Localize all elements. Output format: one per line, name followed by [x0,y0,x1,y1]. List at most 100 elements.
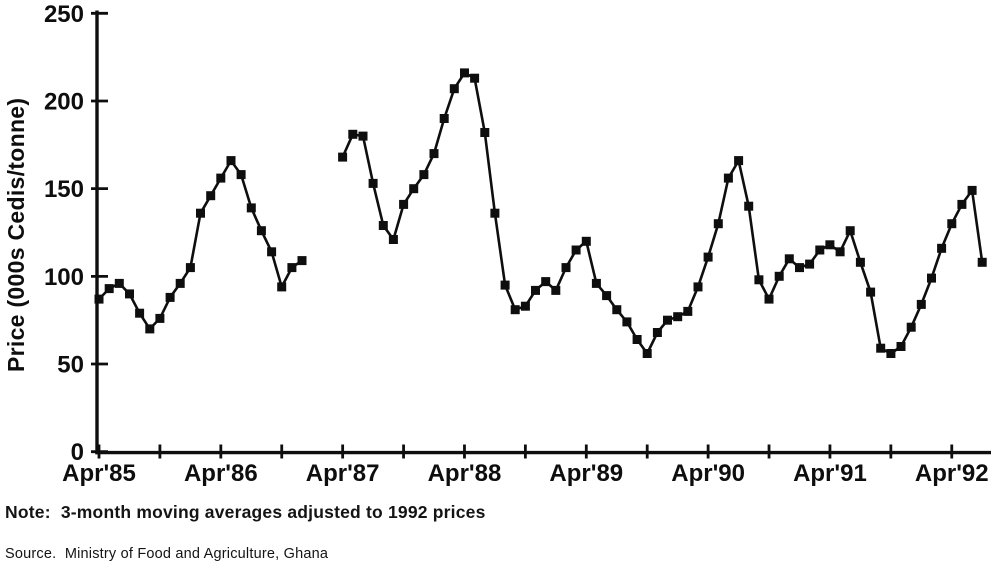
y-tick-label: 100 [44,264,84,291]
data-point-marker [571,245,581,255]
note-text: Note: 3-month moving averages adjusted t… [5,502,486,522]
price-line-chart: 0 50 100 150 200 250 Apr'85 Apr'86 Apr'87 Apr'88 A… [44,1,991,487]
data-point-marker [531,285,540,295]
y-tick-label: 250 [44,1,84,28]
y-tick-label: 150 [44,176,84,203]
data-point-marker [460,68,469,78]
data-point-marker [500,280,510,290]
x-tick-label: Apr'85 [62,460,136,487]
data-point-marker [378,221,388,230]
data-point-marker [947,219,957,229]
data-point-marker [693,282,703,292]
data-point-marker [663,315,672,325]
data-point-marker [632,335,642,344]
data-point-marker [967,185,977,195]
price-line-segment [97,159,304,331]
data-point-marker [906,322,916,332]
data-point-marker [957,199,967,209]
data-point-marker [622,317,632,327]
data-point-marker [236,170,246,180]
data-point-marker [409,184,419,194]
data-point-marker [927,273,936,283]
data-point-marker [723,173,733,183]
data-point-marker [277,282,287,292]
data-point-marker [795,263,804,273]
data-point-marker [784,254,794,264]
data-point-marker [713,219,723,229]
data-point-marker [876,343,886,353]
data-point-marker [825,240,835,250]
y-tick-label: 50 [57,352,84,379]
data-point-marker [977,257,987,267]
data-point-marker [256,226,266,236]
source-text: Source. Ministry of Food and Agriculture… [5,546,329,562]
data-point-marker [94,294,104,304]
data-point-marker [135,308,145,318]
data-point-marker [358,131,368,141]
data-point-marker [185,263,195,273]
data-point-marker [490,208,500,218]
data-point-marker [175,278,185,288]
data-point-marker [419,170,429,180]
data-point-marker [348,129,358,139]
data-point-marker [581,236,591,246]
data-point-marker [754,275,764,285]
data-point-marker [399,199,409,209]
data-point-marker [155,313,165,323]
x-tick-label: Apr'86 [184,460,258,487]
data-point-marker [551,285,561,295]
data-point-marker [896,342,906,351]
data-point-marker [612,305,622,315]
data-point-marker [297,256,307,266]
data-point-marker [196,208,205,218]
data-point-marker [226,156,236,166]
data-point-marker [815,245,825,255]
data-point-marker [673,312,683,322]
data-point-marker [520,301,530,311]
data-point-marker [388,235,398,244]
x-tick-label: Apr'92 [915,460,989,487]
data-point-marker [835,247,845,257]
data-point-marker [703,252,713,262]
data-point-marker [165,292,175,302]
data-point-marker [916,299,926,309]
x-tick-label: Apr'89 [549,460,623,487]
data-point-marker [937,243,947,253]
data-point-marker [338,152,348,162]
x-tick-label: Apr'88 [428,460,502,487]
data-point-marker [886,349,896,358]
data-point-marker [125,289,134,299]
x-tick-label: Apr'90 [671,460,745,487]
y-tick-label: 200 [44,88,84,115]
data-point-marker [145,324,155,334]
price-line-segment [341,71,984,355]
data-point-marker [246,203,256,213]
data-point-marker [480,128,490,137]
data-point-marker [642,349,652,358]
data-point-marker [805,259,815,269]
x-tick-label: Apr'91 [793,460,867,487]
data-point-marker [114,278,124,288]
data-point-marker [774,271,784,281]
data-point-marker [470,73,480,83]
data-point-marker [764,294,774,304]
data-point-marker [602,291,612,301]
data-point-marker [439,114,449,123]
x-tick-label: Apr'87 [306,460,380,487]
data-point-marker [510,305,520,315]
data-point-marker [561,263,571,273]
data-point-marker [429,149,439,159]
data-point-marker [104,284,114,294]
data-point-marker [855,257,865,267]
data-point-marker [206,191,216,201]
y-tick-label: 0 [71,439,84,466]
data-point-marker [267,247,277,257]
data-point-marker [368,178,378,188]
data-point-marker [845,226,855,236]
data-point-marker [216,173,226,183]
data-point-marker [683,306,693,316]
data-point-marker [866,287,876,297]
data-point-marker [449,84,459,94]
data-point-marker [734,156,744,166]
